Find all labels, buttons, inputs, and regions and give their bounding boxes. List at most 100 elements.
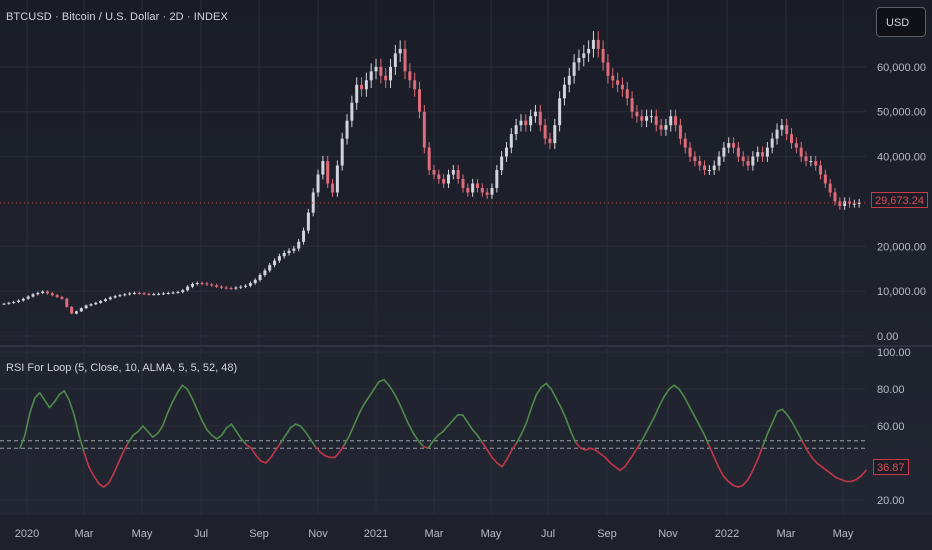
candle-body xyxy=(529,116,533,126)
candle-body xyxy=(99,301,103,303)
candle-body xyxy=(504,147,508,157)
candle-body xyxy=(331,183,335,193)
rsi-line-segment xyxy=(383,378,390,387)
candle-body xyxy=(717,156,721,166)
rsi-line-segment xyxy=(324,454,331,459)
candle-body xyxy=(94,302,98,305)
candle-body xyxy=(282,253,286,257)
rsi-line-segment xyxy=(250,447,257,457)
rsi-line-segment xyxy=(530,393,538,409)
rsi-line-segment xyxy=(471,428,479,437)
rsi-line-segment xyxy=(294,423,302,427)
pane-divider xyxy=(0,345,932,347)
candle-body xyxy=(239,286,243,288)
candle-body xyxy=(166,292,170,294)
candle-body xyxy=(393,53,397,67)
rsi-line-segment xyxy=(58,390,66,396)
candle-body xyxy=(195,283,199,285)
rsi-line-segment xyxy=(171,391,179,403)
candle-body xyxy=(113,296,117,298)
candle-body xyxy=(321,161,325,175)
rsi-line-segment xyxy=(648,415,656,427)
candle-body xyxy=(21,298,25,301)
candle-body xyxy=(442,179,446,184)
rsi-line-segment xyxy=(801,439,808,451)
rsi-line-segment xyxy=(201,419,208,431)
time-tick-label: Nov xyxy=(308,528,328,540)
time-tick-label: Jul xyxy=(541,528,555,540)
rsi-line-segment xyxy=(417,439,425,448)
candle-body xyxy=(374,66,378,72)
rsi-line-segment xyxy=(634,443,641,453)
candle-body xyxy=(582,53,586,58)
candle-body xyxy=(461,179,465,188)
candle-body xyxy=(316,174,320,193)
rsi-line-segment xyxy=(589,447,597,451)
rsi-line-segment xyxy=(437,430,444,437)
rsi-line-segment xyxy=(683,395,690,407)
candle-body xyxy=(562,84,566,99)
rsi-line-segment xyxy=(152,432,159,438)
candle-body xyxy=(519,120,523,126)
rsi-line-segment xyxy=(737,484,744,488)
candle-body xyxy=(833,192,837,202)
candle-body xyxy=(161,293,165,295)
candle-body xyxy=(799,147,803,157)
rsi-line-segment xyxy=(343,434,351,446)
symbol-title[interactable]: BTCUSD · Bitcoin / U.S. Dollar · 2D · IN… xyxy=(6,11,228,23)
candle-body xyxy=(814,161,818,166)
candle-body xyxy=(852,203,856,205)
rsi-line-segment xyxy=(643,425,651,437)
rsi-line-segment xyxy=(629,451,636,461)
rsi-tick-label: 20.00 xyxy=(877,495,905,507)
rsi-line-segment xyxy=(353,412,361,425)
candle-body xyxy=(819,165,823,175)
candle-body xyxy=(437,174,441,179)
rsi-line-segment xyxy=(452,414,459,422)
rsi-line-segment xyxy=(668,384,675,390)
currency-button[interactable]: USD xyxy=(876,7,926,37)
candle-body xyxy=(635,111,639,117)
candle-body xyxy=(12,301,16,303)
candle-body xyxy=(432,170,436,175)
candle-body xyxy=(625,89,629,99)
candle-body xyxy=(751,156,755,166)
rsi-line-segment xyxy=(506,449,513,461)
rsi-line-segment xyxy=(712,454,720,468)
indicator-title[interactable]: RSI For Loop (5, Close, 10, ALMA, 5, 5, … xyxy=(6,362,238,374)
rsi-line-segment xyxy=(555,397,562,409)
candle-body xyxy=(707,170,711,172)
rsi-line-segment xyxy=(48,401,56,409)
rsi-line-segment xyxy=(447,419,454,427)
rsi-line-segment xyxy=(260,460,267,464)
candle-body xyxy=(302,230,306,242)
rsi-line-segment xyxy=(63,390,70,401)
candle-body xyxy=(31,294,35,297)
rsi-line-segment xyxy=(776,408,784,413)
rsi-line-segment xyxy=(215,434,223,440)
candle-body xyxy=(567,75,571,85)
rsi-line-segment xyxy=(53,393,61,403)
rsi-line-segment xyxy=(575,441,582,450)
rsi-line-segment xyxy=(830,473,838,479)
rsi-line-segment xyxy=(850,478,857,483)
candle-body xyxy=(350,102,354,121)
candle-body xyxy=(16,300,20,302)
rsi-tick-label: 60.00 xyxy=(877,421,905,433)
candle-body xyxy=(466,187,470,193)
candle-body xyxy=(384,75,388,81)
rsi-line-segment xyxy=(240,438,248,446)
candle-body xyxy=(451,170,455,175)
candle-body xyxy=(794,143,798,148)
candle-body xyxy=(770,138,774,148)
candle-body xyxy=(123,294,127,296)
rsi-line-segment xyxy=(525,406,533,424)
candle-body xyxy=(475,183,479,188)
rsi-line-segment xyxy=(461,414,469,424)
rsi-line-segment xyxy=(432,434,439,442)
rsi-line-segment xyxy=(565,417,572,433)
rsi-line-segment xyxy=(816,462,823,468)
candle-body xyxy=(210,284,214,286)
candle-body xyxy=(606,62,610,76)
